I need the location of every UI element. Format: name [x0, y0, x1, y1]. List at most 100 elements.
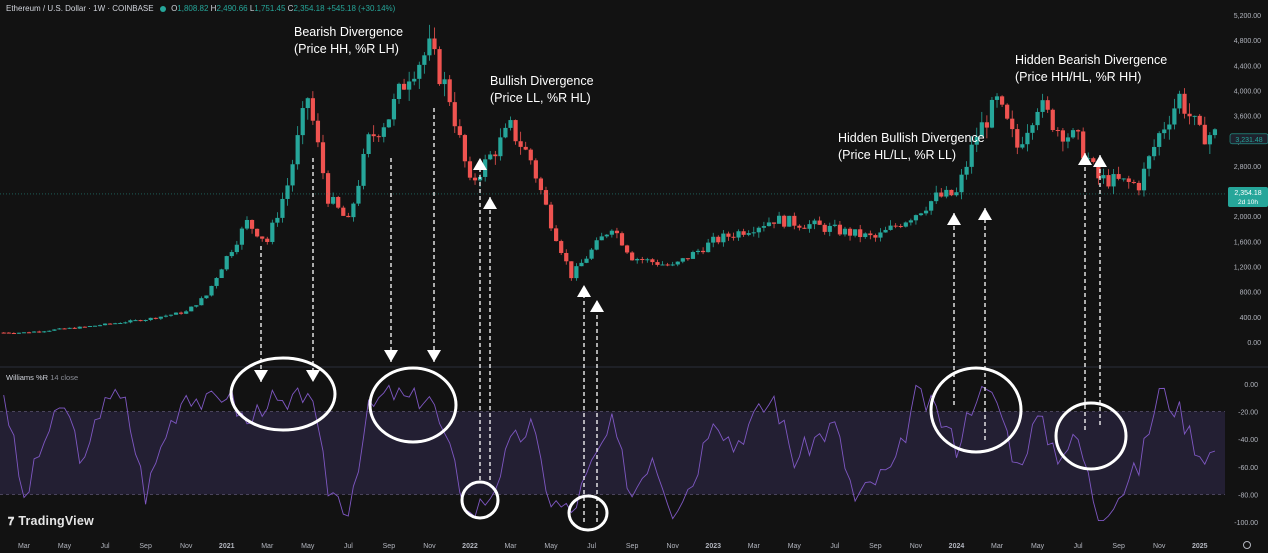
candle-up — [1157, 133, 1162, 147]
candle-down — [543, 190, 549, 205]
candle-down — [249, 219, 255, 229]
candle-down — [457, 126, 462, 136]
candle-up — [412, 78, 417, 82]
candle-down — [260, 236, 265, 239]
annotation-title: Bullish Divergence — [490, 74, 594, 88]
candle-up — [1152, 146, 1157, 157]
candle-up — [173, 312, 179, 315]
candle-up — [777, 215, 782, 224]
time-tick-label: Mar — [748, 543, 761, 550]
candle-up — [1172, 108, 1177, 125]
candle-down — [1116, 174, 1121, 179]
indicator-legend[interactable]: Williams %R 14 close — [6, 373, 78, 382]
divergence-circle — [1054, 401, 1128, 471]
candle-down — [873, 235, 878, 238]
candle-down — [559, 241, 564, 253]
time-tick-label: May — [788, 543, 802, 550]
divergence-arrowhead — [590, 300, 604, 312]
candle-down — [523, 146, 528, 150]
candle-down — [472, 177, 478, 181]
candle-down — [624, 245, 630, 253]
candle-down — [700, 250, 706, 253]
candle-up — [386, 119, 391, 128]
candle-down — [782, 215, 787, 227]
candle-up — [787, 215, 792, 227]
candle-up — [599, 236, 604, 241]
tradingview-logo[interactable]: 𝟕 TradingView — [8, 514, 94, 529]
candle-down — [999, 96, 1005, 105]
candle-down — [371, 134, 376, 137]
candle-up — [807, 224, 812, 229]
candle-up — [706, 242, 711, 253]
candle-up — [381, 127, 386, 137]
candle-up — [1020, 144, 1025, 148]
candle-down — [1131, 181, 1136, 183]
candle-down — [320, 142, 326, 174]
time-tick-label: Nov — [180, 543, 193, 550]
candle-down — [858, 229, 863, 238]
close-value: 2,354.18 — [293, 4, 325, 13]
candle-down — [665, 264, 670, 266]
open-value: 1,808.82 — [177, 4, 209, 13]
candle-up — [959, 174, 964, 193]
candle-down — [265, 238, 270, 242]
candle-down — [467, 161, 473, 178]
candle-up — [609, 230, 614, 235]
wr-tick-label: -80.00 — [1238, 492, 1258, 499]
candle-down — [341, 207, 346, 216]
divergence-arrowhead — [1093, 155, 1107, 167]
divergence-arrowhead — [473, 158, 487, 170]
candle-down — [630, 252, 635, 261]
candle-up — [1207, 135, 1212, 145]
candle-down — [868, 233, 873, 236]
annotation-detail: (Price HH, %R LH) — [294, 42, 399, 56]
candle-down — [1010, 118, 1015, 130]
candle-up — [366, 134, 371, 154]
candle-up — [168, 314, 174, 316]
candle-up — [305, 98, 310, 109]
candle-down — [655, 262, 660, 265]
symbol-title[interactable]: Ethereum / U.S. Dollar · 1W · COINBASE — [6, 4, 154, 13]
candle-down — [817, 220, 822, 225]
candle-up — [391, 98, 397, 120]
candle-up — [214, 278, 219, 286]
wr-layer — [3, 384, 1216, 522]
candle-down — [11, 333, 16, 335]
tradingview-logo-icon: 𝟕 — [8, 516, 15, 528]
candle-up — [1030, 125, 1035, 133]
candle-down — [1045, 100, 1050, 110]
candle-down — [650, 259, 655, 263]
candle-up — [594, 240, 599, 250]
candle-down — [893, 225, 898, 227]
candle-down — [336, 197, 341, 208]
candle-down — [1091, 158, 1096, 162]
candle-up — [234, 244, 239, 253]
time-tick-label: Sep — [383, 543, 396, 550]
candle-up — [721, 233, 726, 243]
candle-up — [407, 81, 412, 90]
time-tick-label: Jul — [344, 543, 353, 550]
time-tick-label: Sep — [1112, 543, 1125, 550]
candle-down — [462, 135, 467, 162]
candle-down — [685, 258, 690, 260]
wr-tick-label: -100.00 — [1234, 520, 1258, 527]
price-tick-label: 1,200.00 — [1234, 265, 1261, 272]
bar-countdown: 2d 10h — [1238, 199, 1258, 206]
candle-up — [87, 326, 92, 328]
candle-up — [1025, 132, 1030, 145]
candle-down — [82, 326, 87, 328]
candle-up — [574, 266, 579, 279]
candle-up — [766, 222, 772, 227]
candle-up — [1141, 168, 1147, 191]
ref-price-tag — [1229, 133, 1268, 145]
candle-down — [847, 228, 853, 236]
candle-down — [72, 327, 77, 329]
price-tick-label: 4,800.00 — [1234, 38, 1261, 45]
candle-up — [1111, 174, 1116, 187]
candle-up — [675, 261, 680, 265]
candle-up — [97, 325, 103, 327]
candle-up — [118, 323, 123, 325]
candle-up — [128, 320, 133, 323]
wr-series-line — [3, 384, 1216, 522]
